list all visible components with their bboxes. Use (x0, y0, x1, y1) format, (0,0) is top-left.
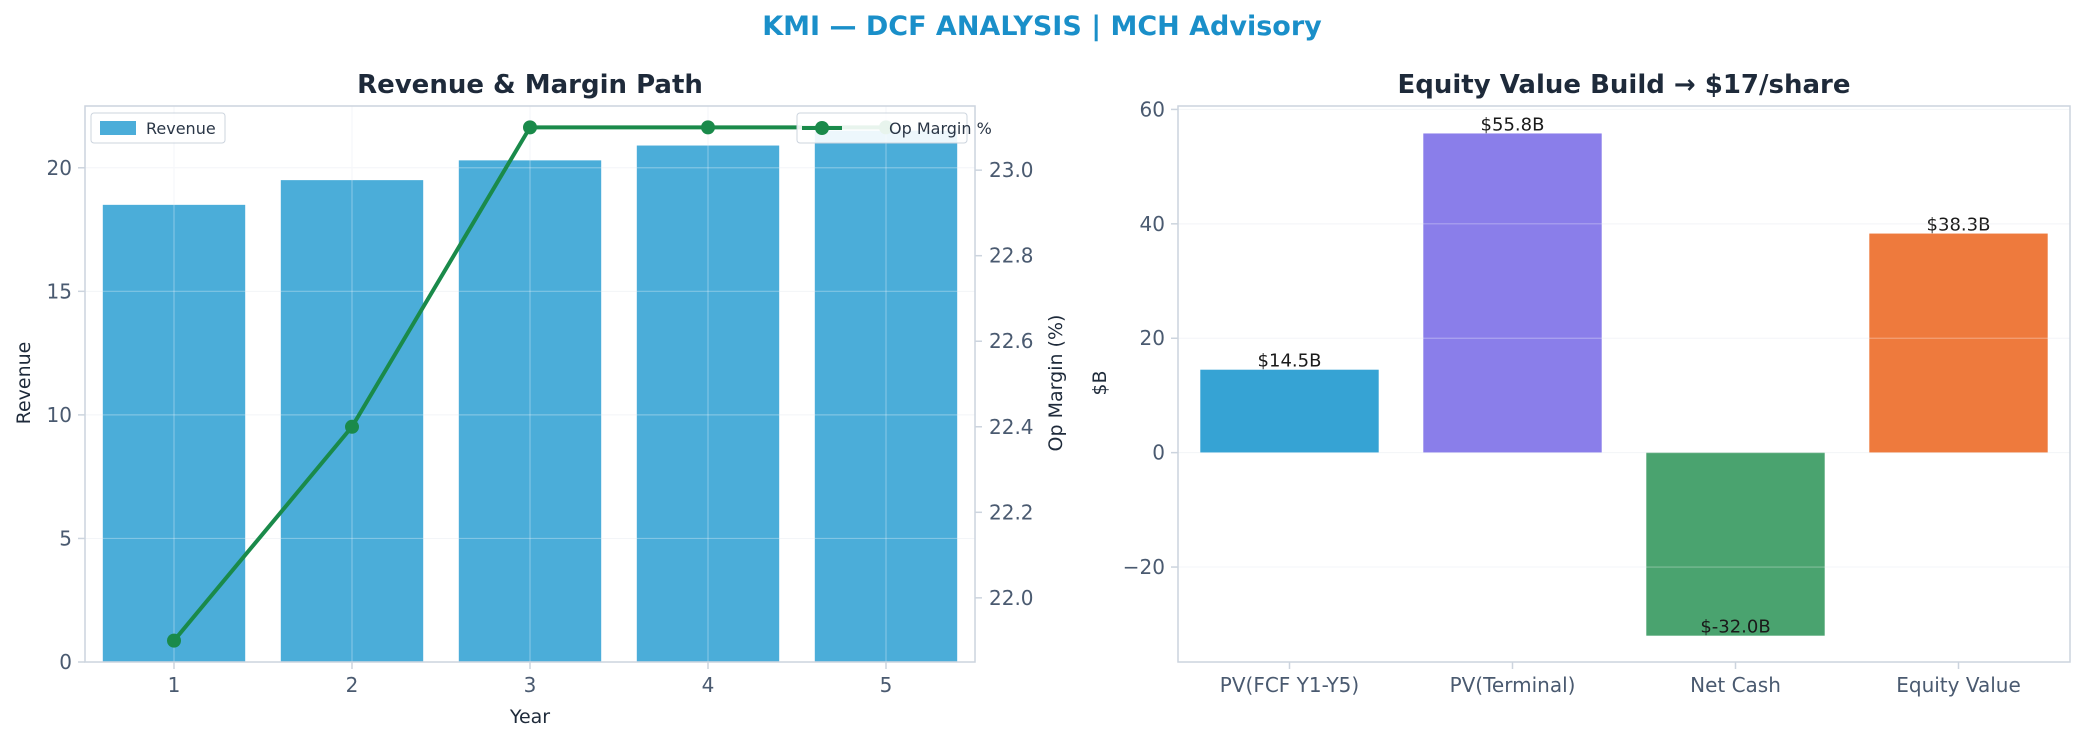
equity-bar (1423, 133, 1602, 453)
revenue-legend-swatch (100, 121, 136, 135)
y2-tick-label: 22.4 (989, 415, 1034, 439)
y-tick-label: 5 (59, 526, 72, 550)
x-tick-label: Equity Value (1896, 673, 2021, 697)
x-tick-label: Net Cash (1690, 673, 1781, 697)
y-tick-label: 15 (47, 279, 72, 303)
revenue-bar (814, 130, 958, 662)
equity-chart-ylabel: $B (1089, 370, 1111, 395)
y-tick-label: 0 (59, 650, 72, 674)
op-margin-point (167, 633, 181, 648)
margin-legend: Op Margin % (796, 112, 992, 144)
revenue-chart-ylabel: Revenue (13, 342, 35, 425)
y-tick-label: 20 (47, 156, 72, 180)
revenue-chart-title: Revenue & Margin Path (357, 70, 703, 100)
op-margin-point (345, 419, 359, 434)
equity-bar-data-label: $14.5B (1258, 351, 1322, 372)
op-margin-point (523, 120, 537, 135)
x-tick-label: 2 (346, 673, 359, 697)
margin-legend-label: Op Margin % (889, 119, 992, 138)
y2-tick-label: 23.0 (989, 158, 1034, 182)
y-tick-label: 40 (1140, 212, 1165, 236)
revenue-legend-label: Revenue (146, 119, 216, 138)
x-tick-label: 5 (880, 673, 893, 697)
y2-tick-label: 22.6 (989, 329, 1034, 353)
margin-legend-marker (815, 121, 829, 135)
revenue-bar (636, 145, 780, 662)
revenue-margin-chart: 0 5 10 15 20 22.0 22.2 22.4 22.6 22.8 23.0 1 2 3 4 5 Re… (13, 70, 1067, 728)
equity-chart-title: Equity Value Build → $17/share (1398, 70, 1851, 100)
equity-bar (1869, 233, 2048, 453)
legend-frame (90, 112, 226, 144)
equity-bar-data-label: $-32.0B (1700, 617, 1770, 638)
equity-bar-data-label: $55.8B (1481, 114, 1545, 135)
plot-frame (1177, 105, 2071, 663)
x-tick-label: 3 (524, 673, 537, 697)
revenue-bar (458, 160, 602, 662)
revenue-legend: Revenue (90, 112, 226, 144)
y2-tick-label: 22.2 (989, 500, 1034, 524)
legend-frame (796, 112, 968, 144)
x-tick-label: PV(FCF Y1-Y5) (1220, 673, 1359, 697)
y2-tick-label: 22.8 (989, 244, 1034, 268)
x-tick-label: 4 (702, 673, 715, 697)
equity-value-chart: $14.5B $55.8B $-32.0B $38.3B −20 0 20 40 60 PV(F… (1089, 70, 2071, 697)
op-margin-point (701, 120, 715, 135)
y-tick-label: −20 (1123, 555, 1165, 579)
equity-bar-data-label: $38.3B (1927, 215, 1991, 236)
op-margin-line (167, 120, 893, 648)
revenue-chart-axes: 0 5 10 15 20 22.0 22.2 22.4 22.6 22.8 23.0 1 2 3 4 5 (47, 105, 1034, 697)
y-tick-label: 20 (1140, 326, 1165, 350)
y2-tick-label: 22.0 (989, 586, 1034, 610)
y-tick-label: 10 (47, 403, 72, 427)
y-tick-label: 0 (1152, 441, 1165, 465)
figure-title: KMI — DCF ANALYSIS | MCH Advisory (762, 11, 1322, 42)
y-tick-label: 60 (1140, 97, 1165, 121)
equity-chart-axes: −20 0 20 40 60 PV(FCF Y1-Y5) PV(Terminal) Net C… (1123, 97, 2071, 697)
equity-bars: $14.5B $55.8B $-32.0B $38.3B (1178, 108, 2070, 638)
equity-bar (1646, 452, 1825, 636)
revenue-bars (85, 106, 975, 663)
x-tick-label: PV(Terminal) (1450, 673, 1576, 697)
revenue-chart-xlabel: Year (509, 706, 550, 728)
margin-chart-ylabel: Op Margin (%) (1045, 315, 1067, 452)
x-tick-label: 1 (168, 673, 181, 697)
equity-bar (1200, 369, 1379, 453)
